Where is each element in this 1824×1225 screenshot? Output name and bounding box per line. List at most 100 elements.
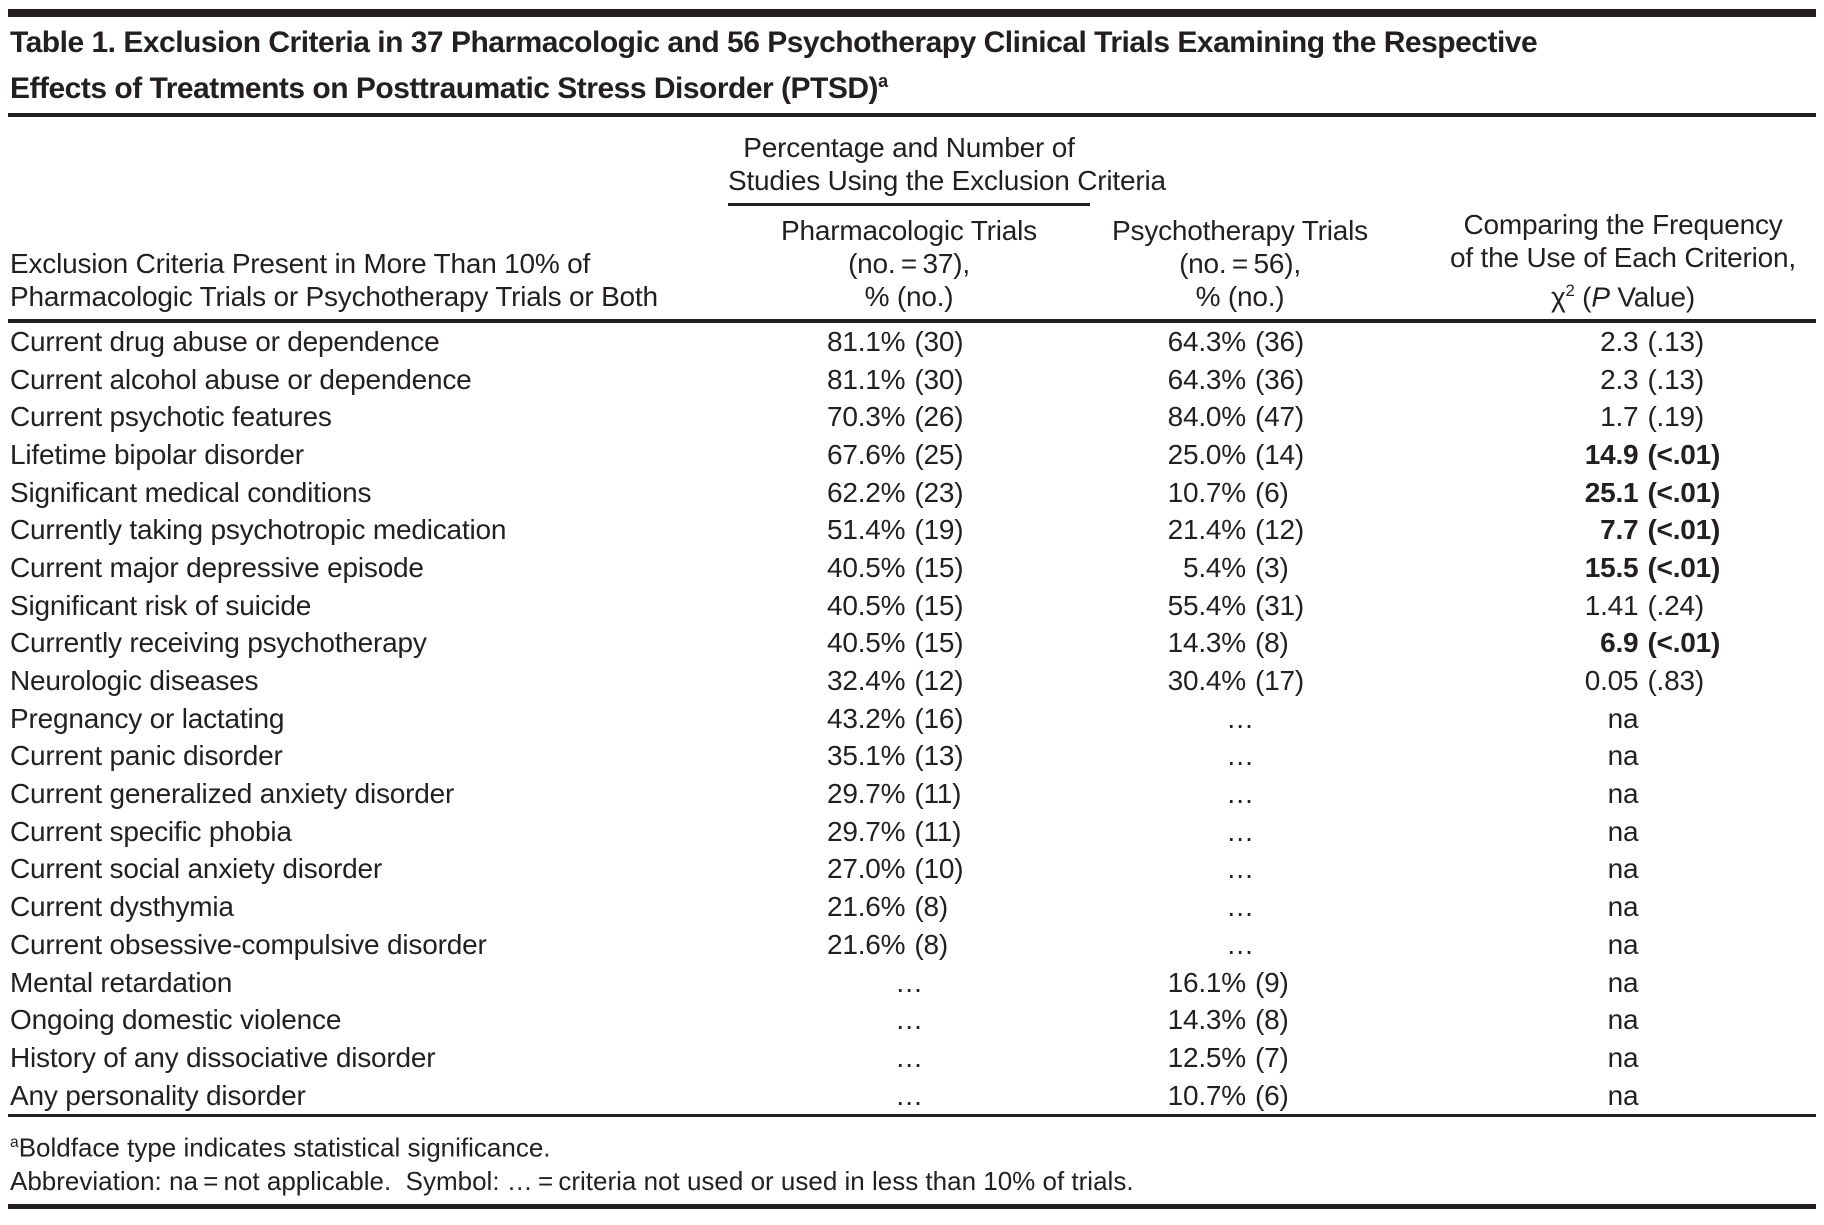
footnote-significance: aBoldface type indicates statistical sig… — [10, 1126, 1816, 1165]
chi-value-label: Value) — [1609, 281, 1696, 312]
chi-square-cell: 1.41 (.24) — [1584, 589, 1705, 621]
pharmacologic-cell: 62.2% (23) — [826, 476, 964, 508]
pharmacologic-cell: 40.5% (15) — [826, 627, 964, 659]
stub-column-header: Exclusion Criteria Present in More Than … — [8, 247, 728, 319]
pharmacologic-cell: 70.3% (26) — [826, 401, 964, 433]
chi-symbol: χ — [1550, 281, 1566, 312]
rule-under-title — [8, 113, 1816, 117]
table-row: Current social anxiety disorder 27.0% (10… — [8, 851, 1816, 889]
table-title-line-2-text: Effects of Treatments on Posttraumatic S… — [10, 72, 879, 105]
chi-header-line-1: Comparing the Frequency — [1463, 208, 1783, 240]
row-label: Current drug abuse or dependence — [10, 325, 440, 357]
row-label: Current psychotic features — [10, 401, 332, 433]
column-header-pharmacologic: Pharmacologic Trials (no. = 37), % (no.) — [728, 214, 1090, 319]
pharmacologic-cell: 67.6% (25) — [826, 438, 964, 470]
spanner-line-1: Percentage and Number of — [743, 132, 1075, 163]
chi-open-paren: ( — [1574, 281, 1592, 312]
spanner-line-2: Studies Using the Exclusion Criteria — [728, 165, 1166, 196]
table-row: Currently taking psychotropic medication… — [8, 511, 1816, 549]
rule-under-header — [8, 319, 1816, 323]
pharm-header-line-3: % (no.) — [864, 281, 954, 312]
table-title: Table 1. Exclusion Criteria in 37 Pharma… — [8, 24, 1816, 108]
row-label: Currently taking psychotropic medication — [10, 514, 507, 546]
psychotherapy-cell: … — [1226, 778, 1254, 810]
table-row: Ongoing domestic violence … 14.3% (8) na — [8, 1001, 1816, 1039]
pharmacologic-cell: … — [895, 1079, 923, 1111]
psychotherapy-cell: 12.5% (7) — [1167, 1041, 1289, 1073]
chi-square-cell: 2.3 (.13) — [1600, 325, 1705, 357]
psychotherapy-cell: … — [1226, 928, 1254, 960]
table-row: Currently receiving psychotherapy 40.5%(… — [8, 625, 1816, 663]
pharmacologic-cell: 81.1% (30) — [826, 363, 964, 395]
chi-header-line-2: of the Use of Each Criterion, — [1450, 241, 1796, 273]
table-row: Pregnancy or lactating 43.2% (16) … na — [8, 700, 1816, 738]
chi-square-cell: na — [1607, 853, 1639, 885]
chi-square-cell: na — [1607, 702, 1639, 734]
table-footnotes: aBoldface type indicates statistical sig… — [8, 1117, 1816, 1204]
chi-square-cell: na — [1607, 740, 1639, 772]
table-row: Current psychotic features 70.3% (26) 84.… — [8, 398, 1816, 436]
chi-p-italic: P — [1591, 281, 1610, 312]
pharmacologic-cell: 29.7% (11) — [826, 815, 962, 847]
row-label: Ongoing domestic violence — [10, 1004, 342, 1036]
psychotherapy-cell: 55.4% (31) — [1167, 589, 1305, 621]
chi-square-cell: na — [1607, 928, 1639, 960]
pharmacologic-cell: 29.7% (11) — [826, 778, 962, 810]
table-row: Current drug abuse or dependence 81.1% (3… — [8, 323, 1816, 361]
chi-square-cell: na — [1607, 1079, 1639, 1111]
chi-square-cell: na — [1607, 1041, 1639, 1073]
psych-header-line-2: (no. = 56), — [1179, 248, 1301, 279]
table-row: Current major depressive episode 40.5% (1… — [8, 549, 1816, 587]
psychotherapy-cell: 25.0% (14) — [1167, 438, 1305, 470]
table-row: Current alcohol abuse or dependence 81.1… — [8, 361, 1816, 399]
chi-square-cell: 7.7 (<.01) — [1600, 514, 1721, 546]
psychotherapy-cell: 10.7% (6) — [1167, 476, 1289, 508]
pharmacologic-cell: … — [895, 1041, 923, 1073]
psychotherapy-cell: 21.4% (12) — [1167, 514, 1305, 546]
pharmacologic-cell: 35.1% (13) — [826, 740, 964, 772]
table-row: Significant risk of suicide 40.5% (15) 55… — [8, 587, 1816, 625]
row-label: Mental retardation — [10, 966, 233, 998]
table-row: Current obsessive-compulsive disorder 21… — [8, 926, 1816, 964]
chi-square-cell: 14.9 (<.01) — [1584, 438, 1721, 470]
footnote-a-marker: a — [10, 1134, 19, 1152]
row-label: Current dysthymia — [10, 891, 234, 923]
pharmacologic-cell: 21.6% (8) — [826, 928, 948, 960]
pharm-header-line-2: (no. = 37), — [848, 248, 970, 279]
column-spanner-header: Percentage and Number of Studies Using t… — [728, 131, 1166, 206]
psychotherapy-cell: 14.3% (8) — [1167, 627, 1289, 659]
table-row: Mental retardation … 16.1% (9) na — [8, 964, 1816, 1002]
journal-table-page: Table 1. Exclusion Criteria in 37 Pharma… — [0, 9, 1824, 1210]
chi-square-cell: na — [1607, 815, 1639, 847]
chi-square-cell: 6.9 (<.01) — [1600, 627, 1721, 659]
chi-square-cell: 1.7 (.19) — [1600, 401, 1705, 433]
chi-square-cell: 25.1 (<.01) — [1584, 476, 1721, 508]
table-body: Current drug abuse or dependence 81.1% (3… — [8, 323, 1816, 1114]
row-label: Current social anxiety disorder — [10, 853, 382, 885]
table-row: History of any dissociative disorder … 1… — [8, 1039, 1816, 1077]
row-label: Any personality disorder — [10, 1079, 306, 1111]
psychotherapy-cell: 64.3% (36) — [1167, 363, 1305, 395]
pharmacologic-cell: 40.5% (15) — [826, 589, 964, 621]
table-top-rule — [8, 9, 1816, 17]
psychotherapy-cell: 64.3% (36) — [1167, 325, 1305, 357]
column-header-chi-square: Comparing the Frequency of the Use of Ea… — [1390, 208, 1816, 319]
chi-square-cell: 15.5 (<.01) — [1584, 551, 1721, 583]
chi-square-cell: na — [1607, 966, 1639, 998]
row-label: Current specific phobia — [10, 815, 292, 847]
chi-square-cell: na — [1607, 891, 1639, 923]
psychotherapy-cell: 5.4% (3) — [1182, 551, 1289, 583]
pharmacologic-cell: 21.6% (8) — [826, 891, 948, 923]
pharmacologic-cell: 40.5% (15) — [826, 551, 964, 583]
psychotherapy-cell: 14.3% (8) — [1167, 1004, 1289, 1036]
table-title-line-1: Table 1. Exclusion Criteria in 37 Pharma… — [10, 26, 1538, 59]
table-row: Current generalized anxiety disorder 29.… — [8, 775, 1816, 813]
chi-square-cell: 2.3 (.13) — [1600, 363, 1705, 395]
row-label: Pregnancy or lactating — [10, 702, 285, 734]
pharmacologic-cell: … — [895, 966, 923, 998]
footnote-a-text: Boldface type indicates statistical sign… — [18, 1133, 551, 1164]
table-row: Neurologic diseases 32.4% (12) 30.4% (17) … — [8, 662, 1816, 700]
column-header-psychotherapy: Psychotherapy Trials (no. = 56), % (no.) — [1090, 214, 1390, 319]
psychotherapy-cell: … — [1226, 891, 1254, 923]
stub-header-line-1: Exclusion Criteria Present in More Than … — [10, 248, 591, 279]
